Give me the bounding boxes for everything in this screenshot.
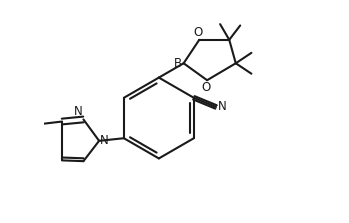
Text: N: N	[100, 134, 109, 147]
Text: N: N	[218, 100, 227, 114]
Text: N: N	[74, 105, 83, 118]
Text: O: O	[194, 26, 203, 39]
Text: B: B	[174, 57, 182, 70]
Text: O: O	[201, 81, 211, 94]
